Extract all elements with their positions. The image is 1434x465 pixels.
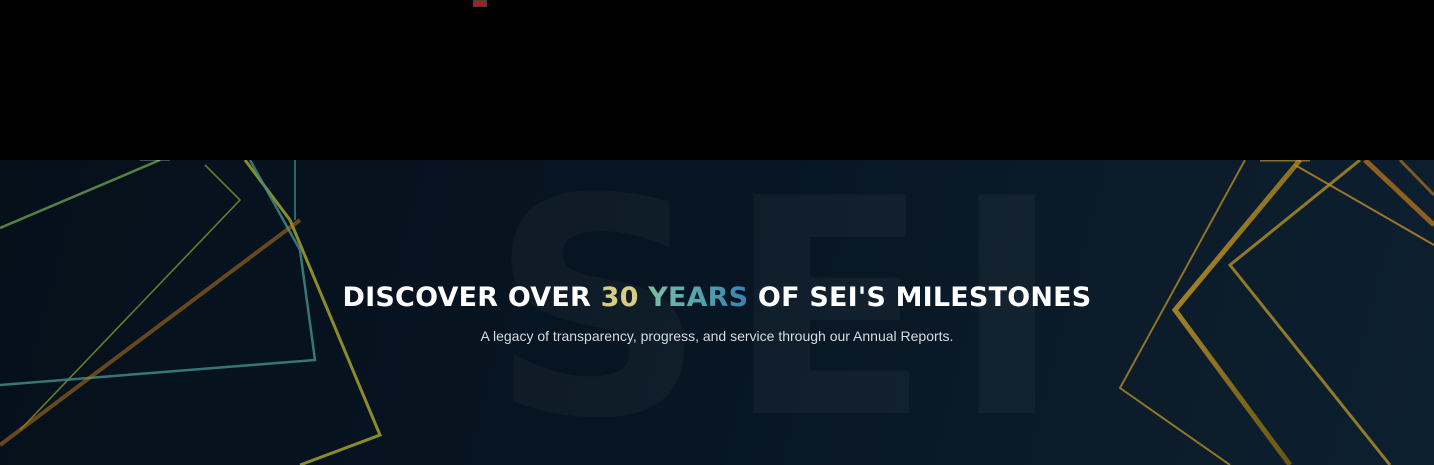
hero-banner: SEI DISCOVER OVER 30 YEARS OF SEI'S MILE…: [0, 160, 1434, 465]
headline-part-1: DISCOVER OVER: [342, 282, 601, 313]
headline-part-2: OF SEI'S MILESTONES: [748, 282, 1092, 313]
red-marker-icon: [473, 0, 487, 7]
hero-headline: DISCOVER OVER 30 YEARS OF SEI'S MILESTON…: [0, 282, 1434, 313]
decorative-frames: [0, 160, 1434, 465]
right-frames: [1118, 160, 1434, 465]
left-frames: [0, 160, 382, 465]
headline-accent-years: YEARS: [648, 282, 749, 313]
hero-subtitle: A legacy of transparency, progress, and …: [480, 328, 954, 344]
top-black-area: [0, 0, 1434, 160]
headline-accent-number: 30: [600, 282, 639, 313]
